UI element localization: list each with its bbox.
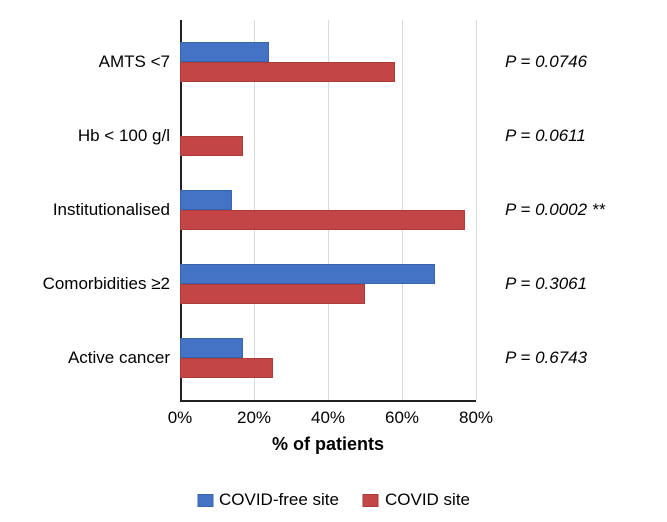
gridline xyxy=(476,20,477,400)
category-label: Hb < 100 g/l xyxy=(78,126,170,146)
bar xyxy=(180,42,269,62)
x-tick-label: 0% xyxy=(168,408,193,428)
bar xyxy=(180,284,365,304)
x-axis xyxy=(180,400,476,402)
legend-swatch-icon xyxy=(363,494,379,507)
p-value-label: P = 0.3061 xyxy=(505,274,587,294)
bar xyxy=(180,190,232,210)
category-label: Institutionalised xyxy=(53,200,170,220)
p-value-label: P = 0.6743 xyxy=(505,348,587,368)
legend: COVID-free site COVID site xyxy=(197,490,470,510)
chart-container: AMTS <7 Hb < 100 g/l Institutionalised Como… xyxy=(0,0,667,522)
p-value-label: P = 0.0611 xyxy=(505,126,586,146)
legend-swatch-icon xyxy=(197,494,213,507)
p-value-label: P = 0.0746 xyxy=(505,52,587,72)
legend-label: COVID-free site xyxy=(219,490,339,510)
p-value-label: P = 0.0002 ** xyxy=(505,200,605,220)
bar xyxy=(180,338,243,358)
bar xyxy=(180,358,273,378)
category-label: AMTS <7 xyxy=(99,52,170,72)
legend-label: COVID site xyxy=(385,490,470,510)
bar xyxy=(180,264,435,284)
x-axis-title: % of patients xyxy=(272,434,384,455)
bar xyxy=(180,62,395,82)
x-tick-label: 40% xyxy=(311,408,345,428)
x-tick-label: 80% xyxy=(459,408,493,428)
bar xyxy=(180,210,465,230)
legend-item-covid: COVID site xyxy=(363,490,470,510)
category-label: Comorbidities ≥2 xyxy=(43,274,170,294)
x-tick-label: 60% xyxy=(385,408,419,428)
legend-item-covid-free: COVID-free site xyxy=(197,490,339,510)
category-label: Active cancer xyxy=(68,348,170,368)
plot-area xyxy=(180,20,476,400)
x-tick-label: 20% xyxy=(237,408,271,428)
bar xyxy=(180,136,243,156)
